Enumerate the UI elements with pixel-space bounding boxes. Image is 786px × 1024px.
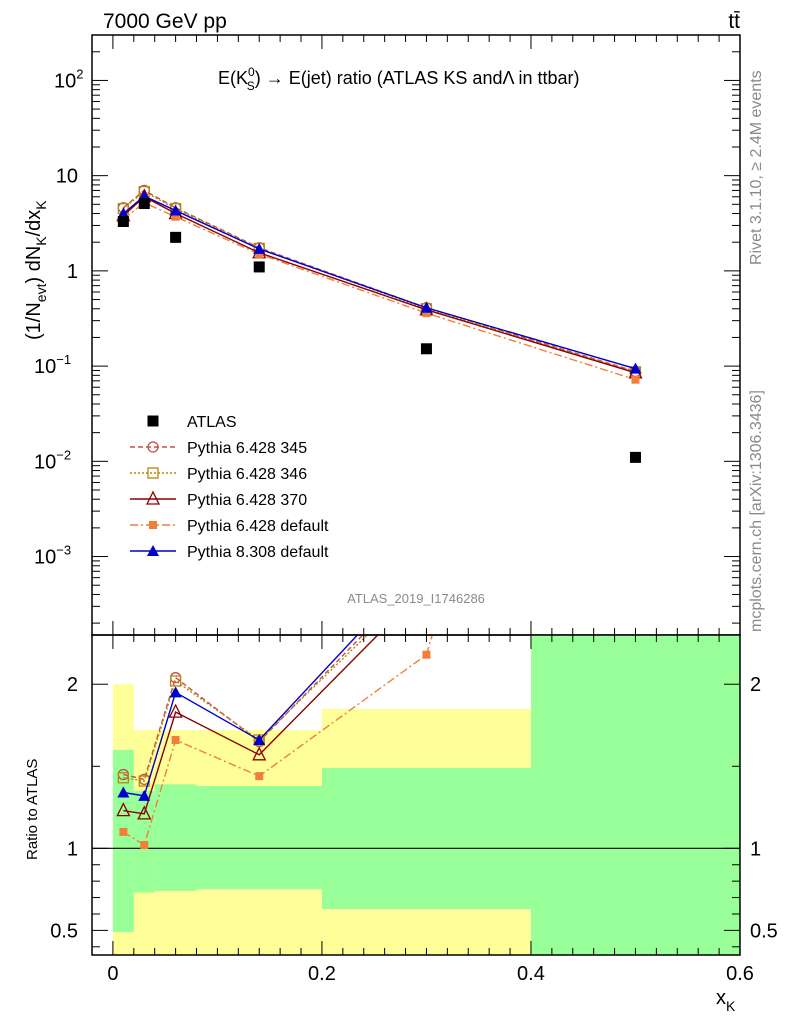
ratio-point-p6def-0	[119, 827, 128, 836]
legend-marker-p6def	[149, 521, 157, 529]
band-inner-2	[154, 784, 197, 891]
legend-marker-p8	[147, 545, 159, 556]
ratio-line-p346	[123, 635, 369, 782]
ratio-point-p8-0	[117, 786, 130, 798]
legend: ATLAS Pythia 6.428 345 Pythia 6.428 346 Pyt…	[130, 414, 329, 561]
ratio-point-p6def-4	[422, 650, 431, 659]
point-atlas-4	[420, 343, 432, 355]
series-line-p8	[122, 195, 636, 370]
y-tick-label-3: 1	[67, 261, 78, 283]
band-inner-5	[530, 635, 740, 955]
ratio-point-p8-1	[138, 789, 151, 801]
legend-marker-p346	[147, 467, 159, 479]
legend-marker-atlas	[147, 415, 159, 427]
x-tick-label-1: 0.2	[308, 963, 336, 985]
point-p6def-4	[422, 309, 431, 318]
ratio-y-tick-label-2: 2	[67, 674, 78, 696]
y-tick-label-4: 10	[56, 166, 78, 188]
legend-item-p346: Pythia 6.428 346	[130, 466, 307, 483]
x-tick-label-2: 0.4	[517, 963, 545, 985]
ratio-frame	[91, 634, 741, 956]
ratio-point-p370-0	[116, 802, 131, 817]
point-atlas-1	[138, 198, 150, 210]
ratio-y-tick-label-right-1: 1	[750, 838, 761, 860]
legend-item-p8: Pythia 8.308 default	[130, 544, 329, 561]
x-tick-label-3: 0.6	[726, 963, 754, 985]
point-p6def-2	[171, 212, 180, 221]
ratio-y-tick-label-1: 1	[67, 838, 78, 860]
point-p8-5	[629, 362, 642, 374]
ratio-point-p8-3	[253, 734, 266, 746]
y-axis-label: (1/Nevt) dNK/dxK	[23, 200, 49, 340]
y-tick-label-0: 10−3	[34, 543, 71, 569]
chart-title: E(K0 S) → E(jet) ratio (ATLAS KS andΛ in …	[218, 65, 580, 93]
legend-item-atlas: ATLAS	[147, 414, 237, 431]
x-tick-label-0: 0	[107, 963, 118, 985]
band-inner-0	[112, 749, 134, 933]
ratio-y-tick-label-right-0: 0.5	[750, 920, 778, 942]
y-tick-exp-0: −3	[56, 543, 71, 558]
ratio-point-p8-2	[169, 686, 182, 698]
analysis-watermark: ATLAS_2019_I1746286	[347, 591, 485, 606]
ratio-point-p370-1	[137, 805, 152, 820]
point-p6def-3	[255, 250, 264, 259]
ratio-y-tick-label-right-2: 2	[750, 674, 761, 696]
x-axis-label: xK	[716, 987, 736, 1014]
point-p8-3	[253, 242, 266, 254]
legend-item-p345: Pythia 6.428 345	[130, 440, 307, 457]
final-state-label: tt̄	[728, 10, 740, 33]
main-panel: 10−3 10−2 10−1 1 10 102 E(K0 S) → E(jet) ratio…	[23, 34, 741, 636]
process-label: 7000 GeV pp	[103, 10, 227, 33]
ratio-point-p370-2	[168, 703, 183, 718]
legend-item-p370: Pythia 6.428 370	[130, 490, 307, 509]
legend-marker-p370	[145, 490, 161, 505]
ratio-point-p6def-1	[140, 841, 149, 850]
y-tick-exp-1: −2	[56, 447, 71, 462]
mcplots-label: mcplots.cern.ch [arXiv:1306.3436]	[748, 390, 765, 632]
rivet-label: Rivet 3.1.10, ≥ 2.4M events	[748, 70, 765, 265]
y-tick-label-5: 102	[54, 66, 83, 92]
ratio-point-p6def-3	[255, 772, 264, 781]
ratio-point-p346-2	[169, 675, 182, 687]
ratio-line-p8	[123, 635, 359, 797]
band-inner-3	[196, 785, 322, 890]
band-inner-4	[321, 767, 531, 910]
point-atlas-2	[170, 231, 182, 243]
point-atlas-0	[117, 216, 129, 228]
legend-label-p345: Pythia 6.428 345	[187, 440, 307, 457]
ratio-y-axis-label: Ratio to ATLAS	[24, 759, 41, 860]
legend-label-p370: Pythia 6.428 370	[187, 492, 307, 509]
ratio-panel: 0.5 0.5 1 1 2 2 0 0.2 0.4 0.6 Ratio to ATLAS xK	[24, 634, 778, 1014]
point-atlas-5	[629, 451, 641, 463]
ratio-y-tick-label-0: 0.5	[50, 920, 78, 942]
y-tick-label-1: 10−2	[34, 447, 71, 473]
ratio-point-p6def-2	[171, 736, 180, 745]
series-line-p346	[122, 190, 636, 373]
legend-label-p346: Pythia 6.428 346	[187, 466, 307, 483]
legend-label-p8: Pythia 8.308 default	[187, 544, 329, 561]
y-tick-label-2: 10−1	[34, 352, 71, 378]
legend-label-p6def: Pythia 6.428 default	[187, 518, 329, 535]
point-p8-4	[420, 301, 433, 313]
legend-label-atlas: ATLAS	[187, 414, 237, 431]
series-line-p345	[122, 189, 636, 373]
y-tick-exp-5: 2	[76, 66, 83, 81]
point-p8-0	[117, 207, 130, 219]
point-p6def-5	[631, 375, 640, 384]
point-atlas-3	[253, 261, 265, 273]
ratio-point-p370-3	[252, 746, 267, 761]
y-tick-exp-2: −1	[56, 352, 71, 367]
ratio-point-p346-0	[117, 772, 130, 784]
legend-item-p6def: Pythia 6.428 default	[130, 518, 329, 535]
legend-marker-p345	[147, 441, 159, 453]
point-p8-2	[169, 204, 182, 216]
